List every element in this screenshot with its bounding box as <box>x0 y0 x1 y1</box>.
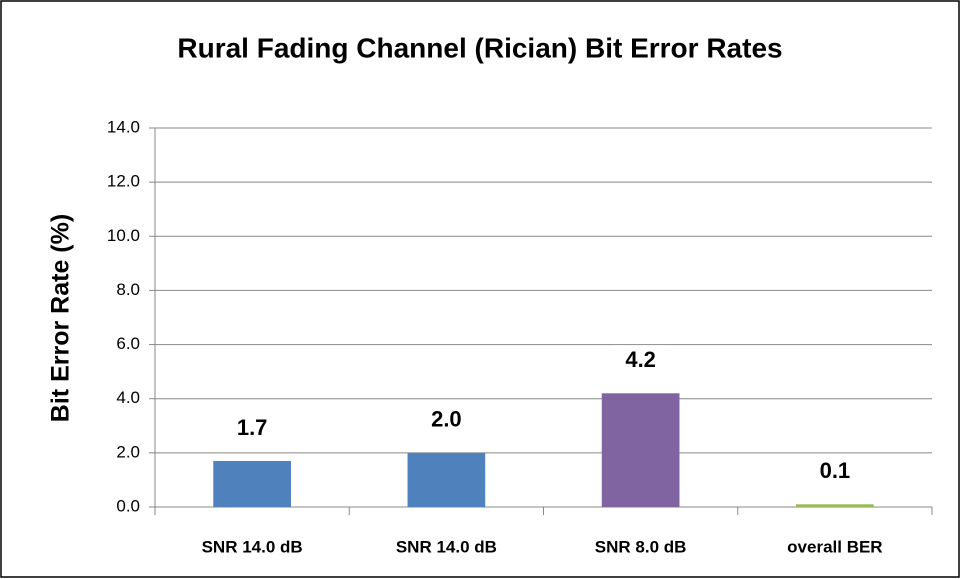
y-tick-label: 14.0 <box>107 117 140 136</box>
x-tick-label: SNR 8.0 dB <box>595 537 687 556</box>
bar <box>407 452 486 507</box>
value-label-bg <box>416 404 477 437</box>
y-tick-label: 6.0 <box>116 334 140 353</box>
value-label-bg <box>610 345 671 378</box>
y-tick-label: 12.0 <box>107 172 140 191</box>
y-tick-label: 2.0 <box>116 442 140 461</box>
y-tick-label: 0.0 <box>116 496 140 515</box>
bar <box>213 460 291 507</box>
value-label: 1.7 <box>237 415 268 440</box>
value-label: 2.0 <box>431 407 462 432</box>
y-tick-label: 4.0 <box>116 388 140 407</box>
bar <box>796 504 874 507</box>
value-label-bg <box>222 412 283 445</box>
x-tick-label: overall BER <box>787 537 882 556</box>
y-tick-label: 8.0 <box>116 280 140 299</box>
chart-title: Rural Fading Channel (Rician) Bit Error … <box>177 32 782 63</box>
x-tick-label: SNR 14.0 dB <box>396 537 497 556</box>
bar <box>601 393 680 507</box>
value-label: 4.2 <box>625 347 656 372</box>
value-label: 0.1 <box>820 458 851 483</box>
y-tick-label: 10.0 <box>107 226 140 245</box>
value-label-bg <box>804 456 865 489</box>
y-axis-label: Bit Error Rate (%) <box>47 214 75 422</box>
x-tick-label: SNR 14.0 dB <box>202 537 303 556</box>
